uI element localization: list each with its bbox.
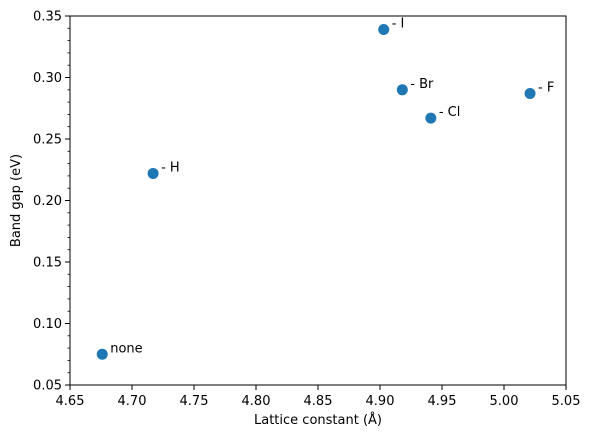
point-label: - I xyxy=(392,17,405,32)
y-axis-ticks: 0.05 0.10 0.15 0.20 0.25 0.30 0.35 xyxy=(33,10,70,394)
point-label: - Br xyxy=(410,77,434,92)
y-axis-label: Band gap (eV) xyxy=(9,154,24,247)
y-tick-label: 0.35 xyxy=(33,10,62,25)
point-label: - Cl xyxy=(439,105,461,120)
y-tick-label: 0.10 xyxy=(33,317,62,332)
point-label: none xyxy=(110,341,142,356)
point-label: - H xyxy=(161,160,180,175)
x-tick-label: 4.65 xyxy=(56,394,85,409)
x-axis-ticks: 4.65 4.70 4.75 4.80 4.85 4.90 4.95 5.00 5.05 xyxy=(56,385,581,409)
x-tick-label: 4.70 xyxy=(118,394,147,409)
data-point xyxy=(396,84,408,96)
data-point xyxy=(524,87,536,99)
y-tick-label: 0.25 xyxy=(33,133,62,148)
y-tick-label: 0.15 xyxy=(33,256,62,271)
plot-frame xyxy=(69,15,567,386)
x-tick-label: 4.75 xyxy=(180,394,209,409)
y-tick-label: 0.20 xyxy=(33,194,62,209)
y-tick-label: 0.05 xyxy=(33,379,62,394)
x-tick-label: 5.05 xyxy=(552,394,581,409)
x-tick-label: 4.90 xyxy=(366,394,395,409)
data-point xyxy=(96,348,108,360)
data-point xyxy=(425,112,437,124)
x-tick-label: 4.85 xyxy=(304,394,333,409)
x-tick-label: 5.00 xyxy=(490,394,519,409)
x-tick-label: 4.95 xyxy=(428,394,457,409)
point-label: - F xyxy=(538,80,554,95)
x-tick-label: 4.80 xyxy=(242,394,271,409)
x-axis-label: Lattice constant (Å) xyxy=(254,412,382,428)
data-point xyxy=(147,167,159,179)
y-tick-label: 0.30 xyxy=(33,71,62,86)
data-points: none - H - I - Br - Cl - F xyxy=(96,17,554,360)
data-point xyxy=(378,24,390,36)
